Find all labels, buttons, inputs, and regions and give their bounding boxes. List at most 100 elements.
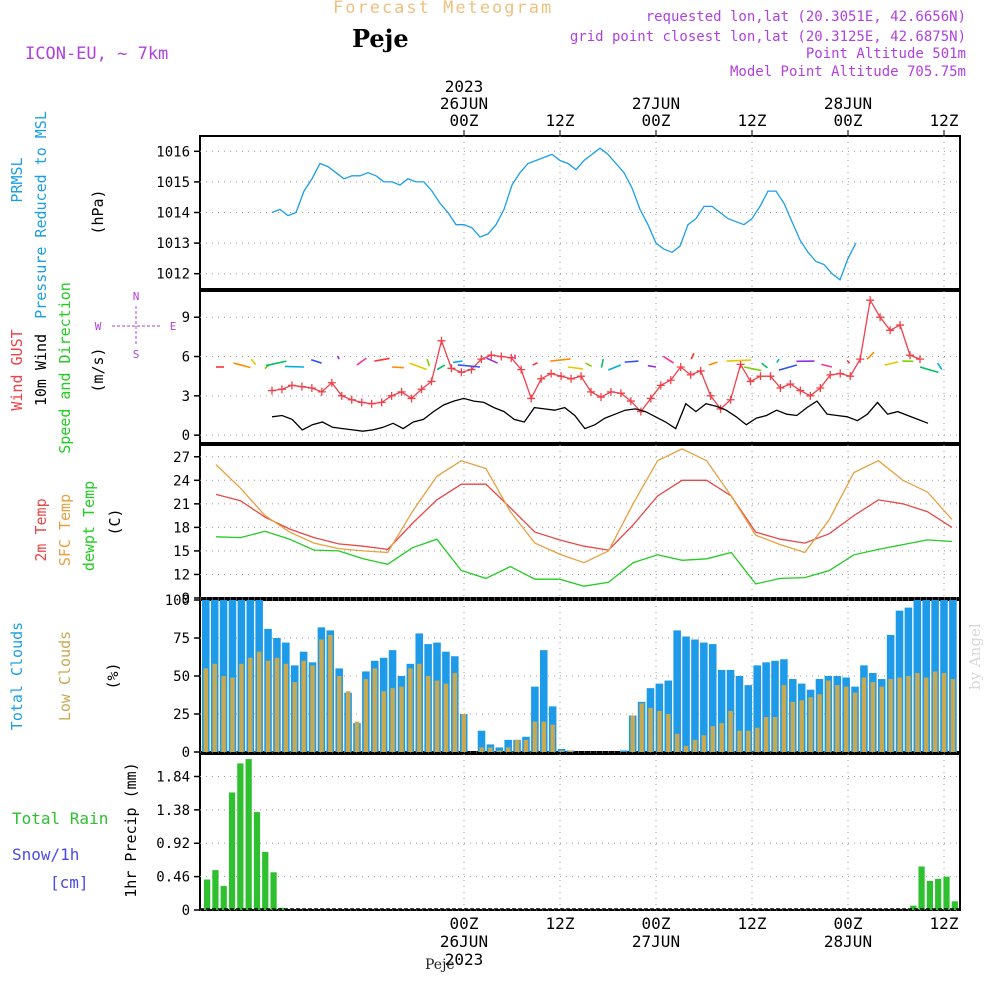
rain-bar xyxy=(918,866,925,910)
x-top-label: 00Z xyxy=(642,111,671,130)
low-cloud-bar xyxy=(381,691,386,752)
wind-direction-arrow xyxy=(936,362,943,370)
compass-s: S xyxy=(133,348,140,361)
x-bottom-label: 26JUN xyxy=(440,932,488,951)
low-cloud-bar xyxy=(212,663,217,752)
low-cloud-bar xyxy=(568,750,573,752)
location-title: Peje xyxy=(352,24,409,53)
ytick-label-pressure: 1016 xyxy=(156,144,190,160)
wind-direction-arrow xyxy=(662,355,675,364)
wind-direction-arrow xyxy=(708,361,718,366)
rain-bar xyxy=(935,878,942,910)
gust-marker xyxy=(587,387,596,396)
rain-bar xyxy=(926,880,933,910)
low-cloud-bar xyxy=(710,726,716,752)
gust-marker xyxy=(726,395,735,404)
low-cloud-bar xyxy=(781,685,787,752)
rain-bar xyxy=(943,876,950,910)
gust-marker xyxy=(896,321,905,330)
gust-marker xyxy=(417,385,426,394)
wind-dir-label: Speed and Direction xyxy=(56,282,74,454)
temp-line-1 xyxy=(215,448,953,564)
x-bottom-label: 00Z xyxy=(642,914,671,933)
x-top-label: 12Z xyxy=(738,111,767,130)
app-title: Forecast Meteogram xyxy=(333,0,554,18)
low-cloud-bar xyxy=(541,721,547,752)
gust-marker xyxy=(407,394,416,403)
low-cloud-bar xyxy=(354,721,360,752)
wind-direction-arrow xyxy=(726,359,752,362)
low-cloud-bar xyxy=(452,672,458,752)
low-cloud-bar xyxy=(425,676,431,752)
gust-marker xyxy=(337,391,346,400)
gust-marker xyxy=(527,394,536,403)
total-cloud-bar xyxy=(726,669,735,752)
low-cloud-bar xyxy=(345,691,351,752)
gust-marker xyxy=(357,398,366,407)
rain-bar xyxy=(262,851,269,910)
low-cloud-bar xyxy=(906,676,911,752)
snow-unit: [cm] xyxy=(50,873,89,892)
x-bottom-label: 12Z xyxy=(930,914,959,933)
x-top-label: 28JUN xyxy=(824,94,872,113)
x-bottom-label: 2023 xyxy=(445,950,484,969)
low-cloud-bar xyxy=(835,685,840,752)
gust-marker xyxy=(826,370,835,379)
total-cloud-bar xyxy=(762,662,770,752)
low-cloud-bar xyxy=(915,672,920,752)
gust-marker xyxy=(427,377,436,386)
low-cloud-bar xyxy=(514,739,520,752)
ytick-label-temperature: 18 xyxy=(173,520,190,536)
gust-marker xyxy=(756,372,765,381)
wind-direction-arrow xyxy=(265,360,287,367)
gust-marker xyxy=(666,376,675,385)
ytick-label-clouds: 25 xyxy=(173,707,190,723)
low-cloud-bar xyxy=(941,672,947,752)
compass-n: N xyxy=(133,290,140,303)
total-cloud-bar xyxy=(771,660,779,752)
low-clouds-label: Low Clouds xyxy=(56,631,74,721)
gust-marker xyxy=(816,383,825,392)
ytick-label-temperature: 21 xyxy=(173,497,190,513)
wind-direction-arrow xyxy=(624,360,639,363)
gust-marker xyxy=(676,363,685,371)
wind-direction-arrow xyxy=(743,366,762,372)
wind-direction-arrow xyxy=(285,365,305,368)
wind-direction-arrow xyxy=(690,352,695,360)
wind-direction-arrow xyxy=(457,364,481,368)
wind-direction-arrow xyxy=(846,359,851,364)
model-altitude: Model Point Altitude 705.75m xyxy=(729,64,966,80)
pressure-label-1: PRMSL xyxy=(8,157,26,202)
ytick-label-temperature: 12 xyxy=(173,567,190,583)
wind-direction-arrow xyxy=(250,358,257,366)
low-cloud-bar xyxy=(737,730,742,752)
wind-direction-arrow xyxy=(436,364,446,371)
rain-bar xyxy=(212,870,219,910)
wind-direction-arrow xyxy=(608,364,622,371)
wind-direction-arrow xyxy=(486,357,498,364)
low-cloud-bar xyxy=(808,697,813,752)
low-cloud-bar xyxy=(932,671,938,752)
low-cloud-bar xyxy=(852,692,858,752)
low-cloud-bar xyxy=(692,739,698,752)
total-cloud-bar xyxy=(949,600,957,752)
wind-direction-arrow xyxy=(567,366,584,370)
ytick-label-wind: 6 xyxy=(182,350,190,366)
gust-marker xyxy=(297,382,306,391)
gust-marker xyxy=(567,374,576,383)
gust-marker xyxy=(836,369,845,378)
wind-direction-arrow xyxy=(336,355,340,360)
rain-bar xyxy=(245,759,252,910)
compass-e: E xyxy=(170,320,177,333)
low-cloud-bar xyxy=(399,686,404,752)
rain-bar xyxy=(253,812,261,910)
low-cloud-bar xyxy=(790,701,796,752)
wind-direction-arrow xyxy=(550,358,571,362)
low-cloud-bar xyxy=(639,703,644,752)
temp-unit: (C) xyxy=(106,508,124,535)
x-bottom-label: 12Z xyxy=(738,914,767,933)
low-cloud-bar xyxy=(630,715,635,752)
low-cloud-bar xyxy=(657,710,662,752)
wind-direction-arrow xyxy=(821,363,833,368)
wind-direction-arrow xyxy=(919,366,939,374)
